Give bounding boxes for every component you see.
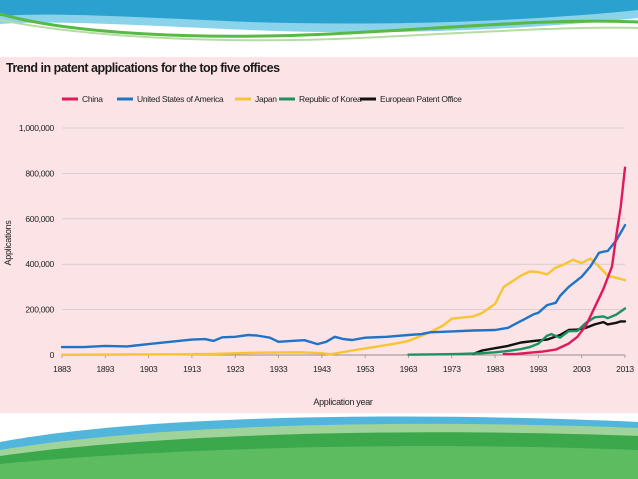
y-tick-label: 1,000,000 [19,123,55,133]
chart-title: Trend in patent applications for the top… [6,61,280,75]
x-tick-label: 1923 [226,364,244,374]
legend-label-china: China [82,94,103,104]
series-line-republic-of-korea [407,307,627,356]
series-line-china [502,166,627,356]
x-tick-label: 1893 [96,364,114,374]
x-tick-label: 2013 [616,364,634,374]
x-tick-label: 1993 [530,364,548,374]
y-tick-label: 0 [50,350,55,360]
x-axis-label: Application year [313,397,373,407]
series-line-japan [60,257,627,356]
x-tick-label: 1943 [313,364,331,374]
series-line-united-states-of-america [60,223,627,349]
top-decorative-banner [0,0,638,46]
legend-label-republic-of-korea: Republic of Korea [299,94,362,104]
x-tick-label: 1903 [140,364,158,374]
x-tick-label: 1933 [270,364,288,374]
x-tick-label: 2003 [573,364,591,374]
bottom-decorative-banner [0,416,638,479]
x-tick-label: 1963 [400,364,418,374]
x-tick-label: 1913 [183,364,201,374]
x-tick-label: 1883 [53,364,71,374]
x-tick-label: 1983 [486,364,504,374]
y-tick-label: 400,000 [25,259,54,269]
x-tick-label: 1973 [443,364,461,374]
y-tick-label: 800,000 [25,168,54,178]
legend-label-japan: Japan [255,94,277,104]
y-axis-label: Applications [3,220,13,266]
x-tick-label: 1953 [356,364,374,374]
legend-label-european-patent-office: European Patent Office [380,94,462,104]
legend-label-united-states-of-america: United States of America [137,94,224,104]
line-chart: 0 200,000 400,000 600,000 800,000 1,000,000 1… [3,94,635,407]
y-tick-label: 600,000 [25,214,54,224]
series-line-european-patent-office [472,320,627,356]
chart-panel: Trend in patent applications for the top… [0,57,638,413]
y-tick-label: 200,000 [25,305,54,315]
